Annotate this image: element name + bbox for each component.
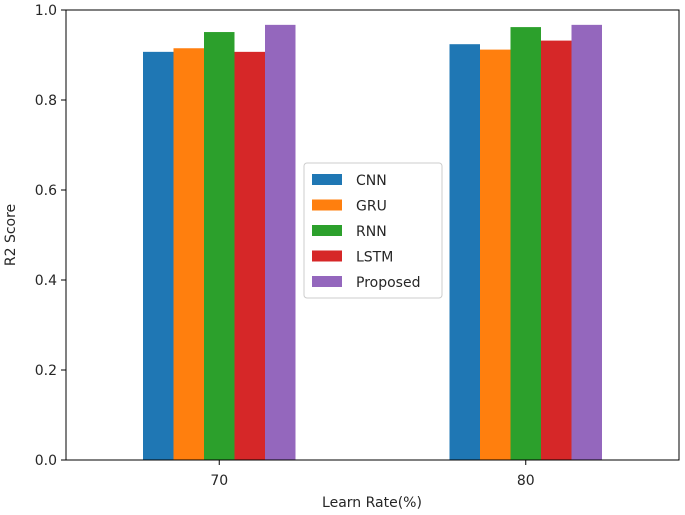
- bar-rnn-80: [510, 27, 541, 460]
- bar-cnn-80: [449, 44, 480, 460]
- bar-cnn-70: [143, 51, 174, 460]
- bar-proposed-70: [265, 24, 296, 460]
- bar-lstm-70: [234, 51, 265, 460]
- x-axis-ticks: 70 80: [210, 460, 535, 489]
- legend-label-gru: GRU: [356, 199, 387, 215]
- y-tick-label: 0.6: [35, 183, 57, 199]
- y-tick-label: 0.2: [35, 363, 57, 379]
- bar-proposed-80: [571, 24, 602, 460]
- x-tick-label: 70: [210, 473, 228, 489]
- legend-label-rnn: RNN: [356, 224, 387, 240]
- plot-area-frame: [65, 9, 680, 461]
- legend: CNN GRU RNN LSTM Proposed: [303, 162, 443, 299]
- bars-group: [143, 24, 602, 461]
- x-tick-label: 80: [517, 473, 535, 489]
- y-tick-label: 1.0: [35, 3, 57, 19]
- legend-swatch-rnn: [312, 225, 342, 236]
- legend-swatch-gru: [312, 199, 342, 211]
- legend-label-cnn: CNN: [356, 173, 387, 189]
- y-tick-label: 0.8: [35, 93, 57, 109]
- legend-swatch-proposed: [312, 276, 342, 287]
- bar-gru-70: [173, 48, 204, 460]
- y-axis-label: R2 Score: [3, 204, 19, 266]
- legend-swatch-lstm: [312, 250, 342, 262]
- y-tick-label: 0.4: [35, 273, 57, 289]
- legend-label-lstm: LSTM: [356, 250, 393, 266]
- y-tick-label: 0.0: [35, 453, 57, 469]
- y-axis-ticks: 0.0 0.2 0.4 0.6 0.8 1.0: [35, 3, 66, 469]
- bar-rnn-70: [204, 32, 235, 461]
- legend-label-proposed: Proposed: [356, 275, 420, 291]
- legend-swatch-cnn: [312, 174, 342, 185]
- legend-box: [303, 162, 443, 299]
- x-axis-label: Learn Rate(%): [322, 495, 422, 511]
- bar-gru-80: [480, 49, 511, 460]
- bar-lstm-80: [541, 40, 572, 460]
